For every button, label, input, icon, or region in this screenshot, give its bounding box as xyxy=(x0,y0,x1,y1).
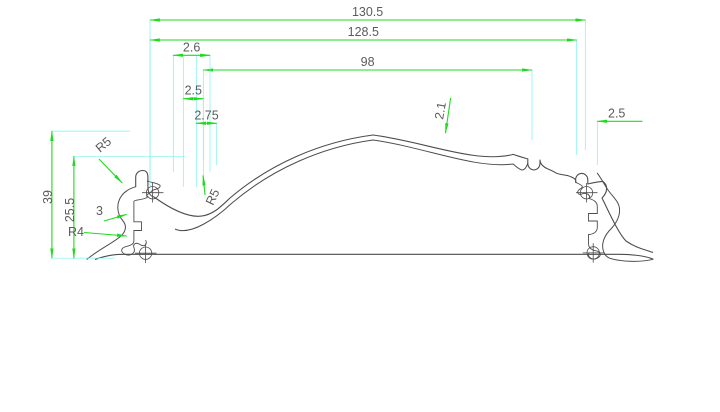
svg-text:2.6: 2.6 xyxy=(183,40,200,54)
svg-text:3: 3 xyxy=(96,204,103,218)
svg-text:2.5: 2.5 xyxy=(185,84,202,98)
svg-text:2.75: 2.75 xyxy=(194,108,218,122)
svg-text:2.1: 2.1 xyxy=(432,101,449,121)
svg-text:128.5: 128.5 xyxy=(348,25,379,39)
svg-text:R4: R4 xyxy=(68,225,84,239)
svg-text:130.5: 130.5 xyxy=(352,5,383,19)
svg-text:25.5: 25.5 xyxy=(63,198,77,222)
svg-text:98: 98 xyxy=(361,55,375,69)
svg-text:39: 39 xyxy=(41,190,55,204)
svg-text:2.5: 2.5 xyxy=(608,106,625,120)
